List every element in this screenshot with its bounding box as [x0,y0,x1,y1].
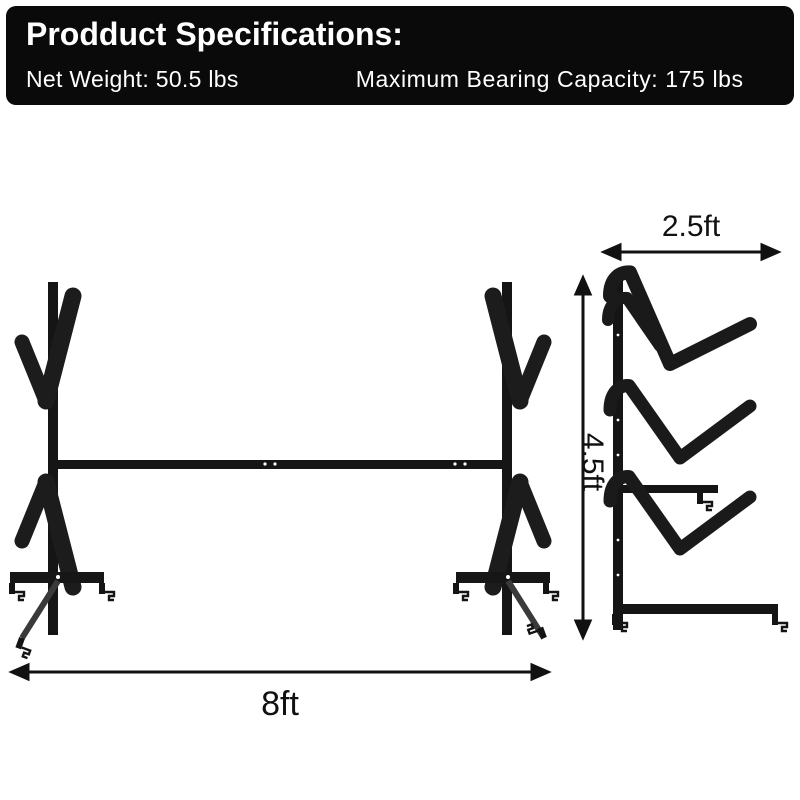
svg-text:2.5ft: 2.5ft [662,210,721,243]
svg-text:4.5ft: 4.5ft [576,433,609,492]
svg-text:8ft: 8ft [261,685,299,723]
